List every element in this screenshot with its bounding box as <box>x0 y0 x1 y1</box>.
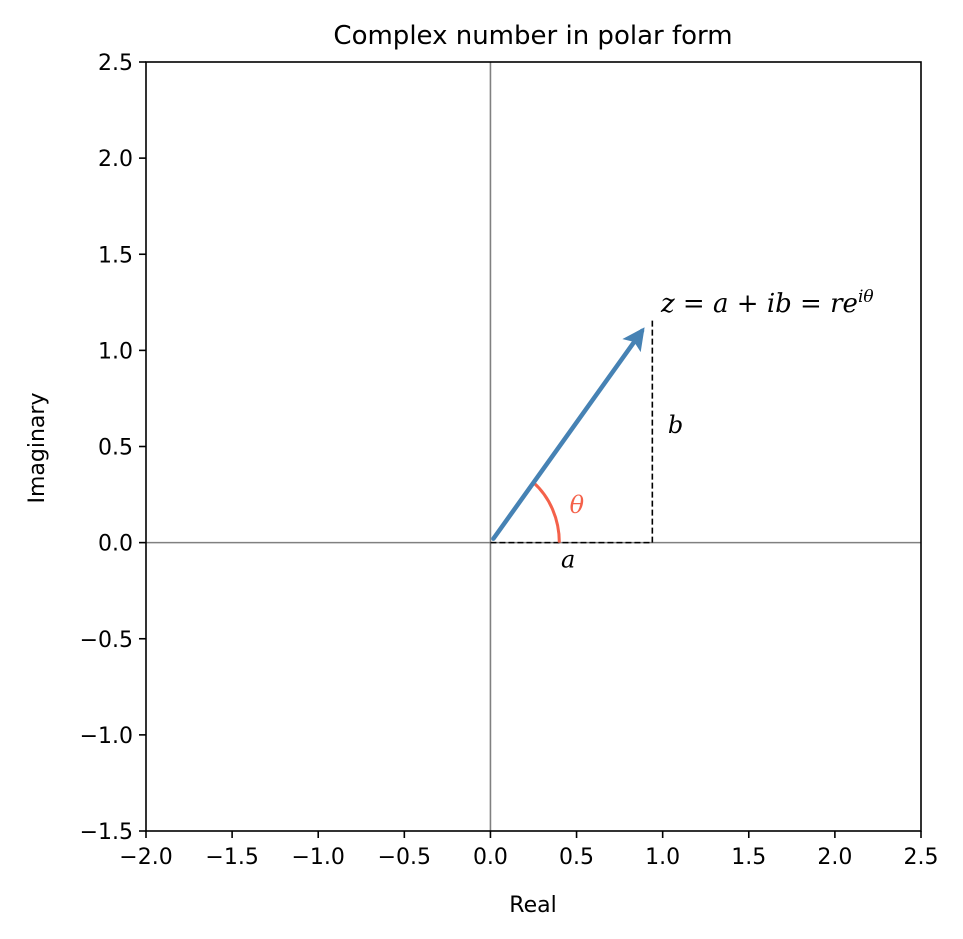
y-tick-label: −1.0 <box>80 724 133 749</box>
y-tick-label: 2.0 <box>98 147 133 172</box>
z-equation-exponent: iθ <box>858 287 874 307</box>
y-tick-label: 0.0 <box>98 532 133 557</box>
x-tick-label: 0.5 <box>559 845 594 870</box>
x-axis-label: Real <box>509 893 556 918</box>
x-tick-label: 2.5 <box>904 845 939 870</box>
z-equation-part-r: re <box>830 289 858 319</box>
z-equation-label: z = a + ib = reiθ <box>660 287 874 319</box>
plot-area <box>139 61 922 838</box>
x-tick-label: −0.5 <box>378 845 431 870</box>
y-axis-label: Imaginary <box>25 393 50 504</box>
x-tick-label: −1.0 <box>292 845 345 870</box>
y-tick-label: −0.5 <box>80 628 133 653</box>
x-tick-label: 2.0 <box>817 845 852 870</box>
theta-label: θ <box>570 491 585 519</box>
y-tick-label: 1.5 <box>98 243 133 268</box>
x-tick-label: −1.5 <box>205 845 258 870</box>
y-tick-label: −1.5 <box>80 820 133 845</box>
theta-arc <box>532 481 561 543</box>
z-equation-part-eq1: = <box>675 289 713 319</box>
b-label: b <box>668 411 683 439</box>
plot-frame <box>145 61 922 832</box>
y-tick-label: 1.0 <box>98 339 133 364</box>
z-equation-part-z: z <box>660 289 675 319</box>
x-tick-label: 0.0 <box>473 845 508 870</box>
z-equation-part-plus: + <box>728 289 766 319</box>
x-tick-label: 1.5 <box>731 845 766 870</box>
z-equation-part-eq2: = <box>792 289 830 319</box>
chart-title: Complex number in polar form <box>333 21 732 51</box>
y-tick-label: 0.5 <box>98 436 133 461</box>
z-equation-part-a: a <box>713 289 729 319</box>
z-equation-part-ib: ib <box>767 289 792 319</box>
a-label: a <box>561 546 575 574</box>
vector-z-arrow <box>491 327 645 541</box>
x-tick-label: −2.0 <box>119 845 172 870</box>
y-tick-label: 2.5 <box>98 51 133 76</box>
x-tick-label: 1.0 <box>645 845 680 870</box>
